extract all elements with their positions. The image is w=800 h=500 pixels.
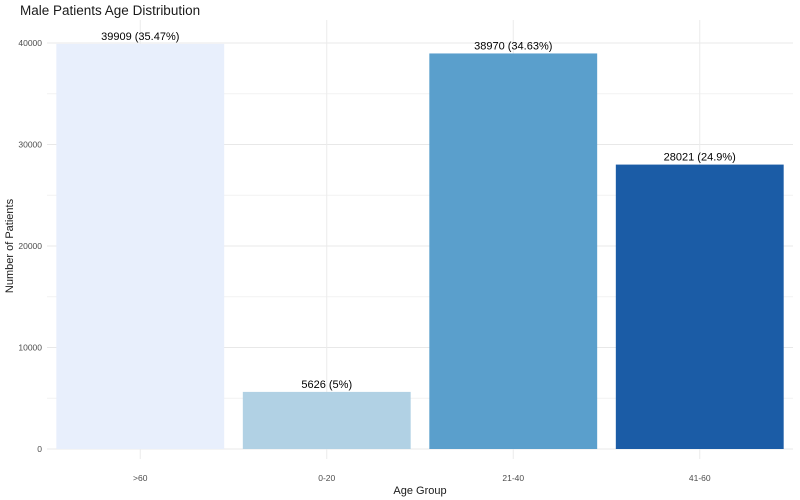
bars [56, 43, 784, 450]
x-tick-label: >60 [133, 473, 148, 483]
bar-41-60 [615, 164, 784, 449]
x-tick-label: 21-40 [502, 473, 524, 483]
bar-data-label: 5626 (5%) [301, 379, 352, 391]
y-tick-label: 40000 [18, 38, 42, 48]
bar-21-40 [429, 53, 598, 449]
y-axis-title: Number of Patients [4, 198, 16, 293]
chart-title: Male Patients Age Distribution [20, 3, 201, 18]
y-tick-label: 30000 [18, 140, 42, 150]
bar-data-label: 28021 (24.9%) [664, 152, 736, 164]
bar-0-20 [242, 391, 411, 449]
data-labels: 39909 (35.47%) 5626 (5%) 38970 (34.63%) 280… [101, 31, 736, 391]
bar->60 [56, 43, 225, 450]
y-tick-label: 10000 [18, 343, 42, 353]
x-tick-label: 0-20 [318, 473, 335, 483]
y-tick-label: 20000 [18, 241, 42, 251]
bar-data-label: 38970 (34.63%) [474, 40, 552, 52]
bar-data-label: 39909 (35.47%) [101, 31, 179, 43]
axes: 0 10000 20000 30000 40000 >60 0-20 21-40 41-60 [18, 38, 711, 483]
x-tick-label: 41-60 [689, 473, 711, 483]
y-tick-label: 0 [37, 444, 42, 454]
x-axis-title: Age Group [393, 485, 446, 497]
